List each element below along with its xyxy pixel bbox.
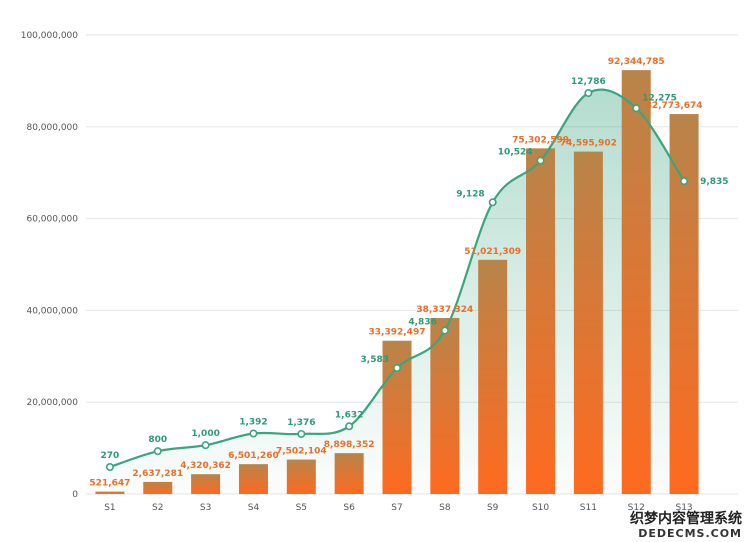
x-tick-label: S11 (580, 503, 597, 513)
bar-value-label: 6,501,260 (228, 451, 279, 461)
bar-value-label: 4,320,362 (180, 461, 231, 471)
bar (143, 481, 173, 494)
bar-value-labels: 521,6472,637,2814,320,3626,501,2607,502,… (89, 57, 702, 488)
line-point (632, 104, 641, 113)
bar-value-label: 33,392,497 (369, 328, 426, 338)
line-point (345, 422, 354, 431)
bar (334, 453, 364, 494)
bar (95, 491, 125, 494)
x-tick-label: S12 (628, 503, 645, 513)
bar (286, 459, 316, 494)
bars (95, 70, 699, 495)
line-point (536, 156, 545, 165)
y-axis: 0 20,000,000 40,000,000 60,000,000 80,000,00… (21, 31, 79, 500)
line-point (584, 89, 593, 98)
x-tick-label: S8 (439, 503, 451, 513)
y-tick-label: 60,000,000 (26, 215, 78, 225)
line-value-label: 270 (101, 451, 120, 461)
line-value-label: 1,376 (287, 418, 315, 428)
line-point (297, 429, 306, 438)
line-value-label: 3,583 (361, 355, 389, 365)
line-point (440, 326, 449, 335)
bar-value-label: 51,021,309 (464, 247, 521, 257)
bar (478, 259, 508, 494)
x-tick-label: S13 (675, 503, 692, 513)
bar (238, 464, 268, 494)
x-tick-label: S5 (296, 503, 307, 513)
x-tick-label: S10 (532, 503, 549, 513)
line-value-label: 10,524 (498, 148, 533, 158)
x-tick-label: S2 (152, 503, 163, 513)
line-value-label: 1,392 (239, 417, 267, 427)
x-tick-label: S6 (343, 503, 355, 513)
bar-value-label: 521,647 (89, 479, 130, 489)
line-value-label: 4,836 (408, 318, 436, 328)
y-tick-label: 80,000,000 (26, 123, 78, 133)
line-point (201, 441, 210, 450)
bar (669, 114, 699, 494)
line-point (105, 462, 114, 471)
bar-value-label: 74,595,902 (560, 139, 617, 149)
x-axis: S1 S2 S3 S4 S5 S6 S7 S8 S9 S10 S11 S12 S13 (104, 503, 692, 513)
bar-value-label: 8,898,352 (324, 440, 375, 450)
bar (573, 151, 603, 495)
y-tick-label: 100,000,000 (21, 31, 79, 41)
line-point (392, 364, 401, 373)
line-value-label: 12,275 (642, 93, 677, 103)
x-tick-label: S3 (200, 503, 211, 513)
line-value-label: 1,000 (191, 429, 219, 439)
line-point (153, 447, 162, 456)
line-point (680, 177, 689, 186)
y-tick-label: 0 (72, 490, 78, 500)
x-tick-label: S1 (104, 503, 115, 513)
watermark: 织梦内容管理系统 DEDECMS.COM (630, 511, 742, 540)
bar (526, 148, 556, 494)
line-point (249, 429, 258, 438)
bar-value-label: 92,344,785 (608, 57, 665, 67)
line-value-labels: 270 800 1,000 1,392 1,376 1,632 3,583 4,836 9,12… (101, 77, 729, 461)
bar (621, 70, 651, 494)
line-value-label: 1,632 (335, 410, 363, 420)
bar-value-label: 75,302,599 (512, 135, 569, 145)
bar (430, 318, 460, 494)
line-value-label: 12,786 (571, 77, 606, 87)
line-value-label: 800 (148, 435, 167, 445)
line-value-label: 9,835 (700, 177, 728, 187)
x-tick-label: S7 (391, 503, 402, 513)
line-series (105, 88, 689, 471)
bar-value-label: 2,637,281 (132, 469, 183, 479)
x-tick-label: S9 (487, 503, 499, 513)
bar (191, 474, 221, 494)
x-tick-label: S4 (248, 503, 260, 513)
watermark-line2: DEDECMS.COM (638, 527, 742, 540)
bar-value-label: 82,773,674 (646, 101, 703, 111)
bar-value-label: 38,337,324 (416, 305, 473, 315)
y-tick-label: 20,000,000 (26, 398, 78, 408)
line-point (488, 198, 497, 207)
y-tick-label: 40,000,000 (26, 306, 78, 316)
watermark-line1: 织梦内容管理系统 (630, 511, 742, 527)
line-value-label: 9,128 (456, 189, 484, 199)
bar-value-label: 7,502,104 (276, 447, 327, 457)
